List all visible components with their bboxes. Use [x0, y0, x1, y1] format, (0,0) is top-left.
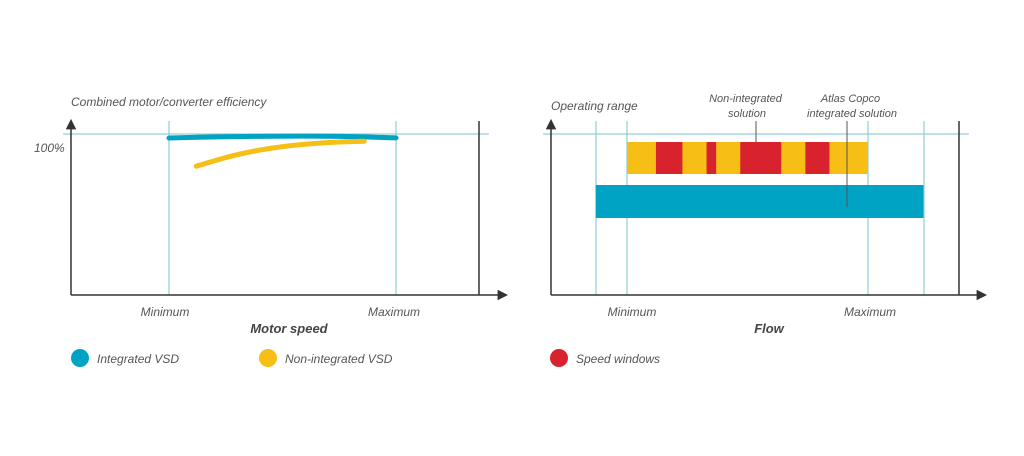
efficiency-100-tick-label: 100%	[34, 141, 65, 155]
non-integrated-annotation: Non-integrated solution	[709, 93, 785, 120]
legend: Integrated VSD Non-integrated VSD Speed …	[71, 349, 660, 367]
flow-x-axis-label: Flow	[754, 321, 784, 336]
non-integrated-vsd-line	[193, 138, 367, 169]
speed-window-1	[655, 142, 683, 174]
efficiency-chart: Combined motor/converter efficiency 100%…	[34, 95, 509, 336]
flow-max-tick-label: Maximum	[844, 305, 896, 319]
efficiency-x-axis-label: Motor speed	[250, 321, 328, 336]
integrated-range-bar	[595, 185, 924, 218]
atlas-copco-annotation-line-2: integrated solution	[807, 108, 897, 120]
legend-integrated-vsd-swatch	[71, 349, 89, 367]
speed-window-2	[706, 142, 717, 174]
legend-non-integrated-vsd-label: Non-integrated VSD	[285, 352, 393, 366]
speed-windows-group	[655, 142, 830, 174]
non-integrated-annotation-line-1: Non-integrated	[709, 93, 783, 105]
operating-range-chart: Operating range Non-integrated solution …	[543, 93, 988, 336]
atlas-copco-annotation: Atlas Copco integrated solution	[807, 93, 897, 120]
atlas-copco-annotation-line-1: Atlas Copco	[820, 93, 880, 105]
efficiency-min-tick-label: Minimum	[141, 305, 190, 319]
integrated-vsd-line	[166, 133, 399, 141]
legend-integrated-vsd-label: Integrated VSD	[97, 352, 179, 366]
non-integrated-annotation-line-2: solution	[728, 108, 766, 120]
flow-min-tick-label: Minimum	[608, 305, 657, 319]
speed-window-3	[740, 142, 782, 174]
speed-window-4	[805, 142, 830, 174]
efficiency-max-tick-label: Maximum	[368, 305, 420, 319]
legend-non-integrated-vsd-swatch	[259, 349, 277, 367]
legend-speed-windows-swatch	[550, 349, 568, 367]
efficiency-y-axis-label: Combined motor/converter efficiency	[71, 95, 267, 109]
operating-range-y-axis-label: Operating range	[551, 99, 638, 113]
legend-speed-windows-label: Speed windows	[576, 352, 660, 366]
